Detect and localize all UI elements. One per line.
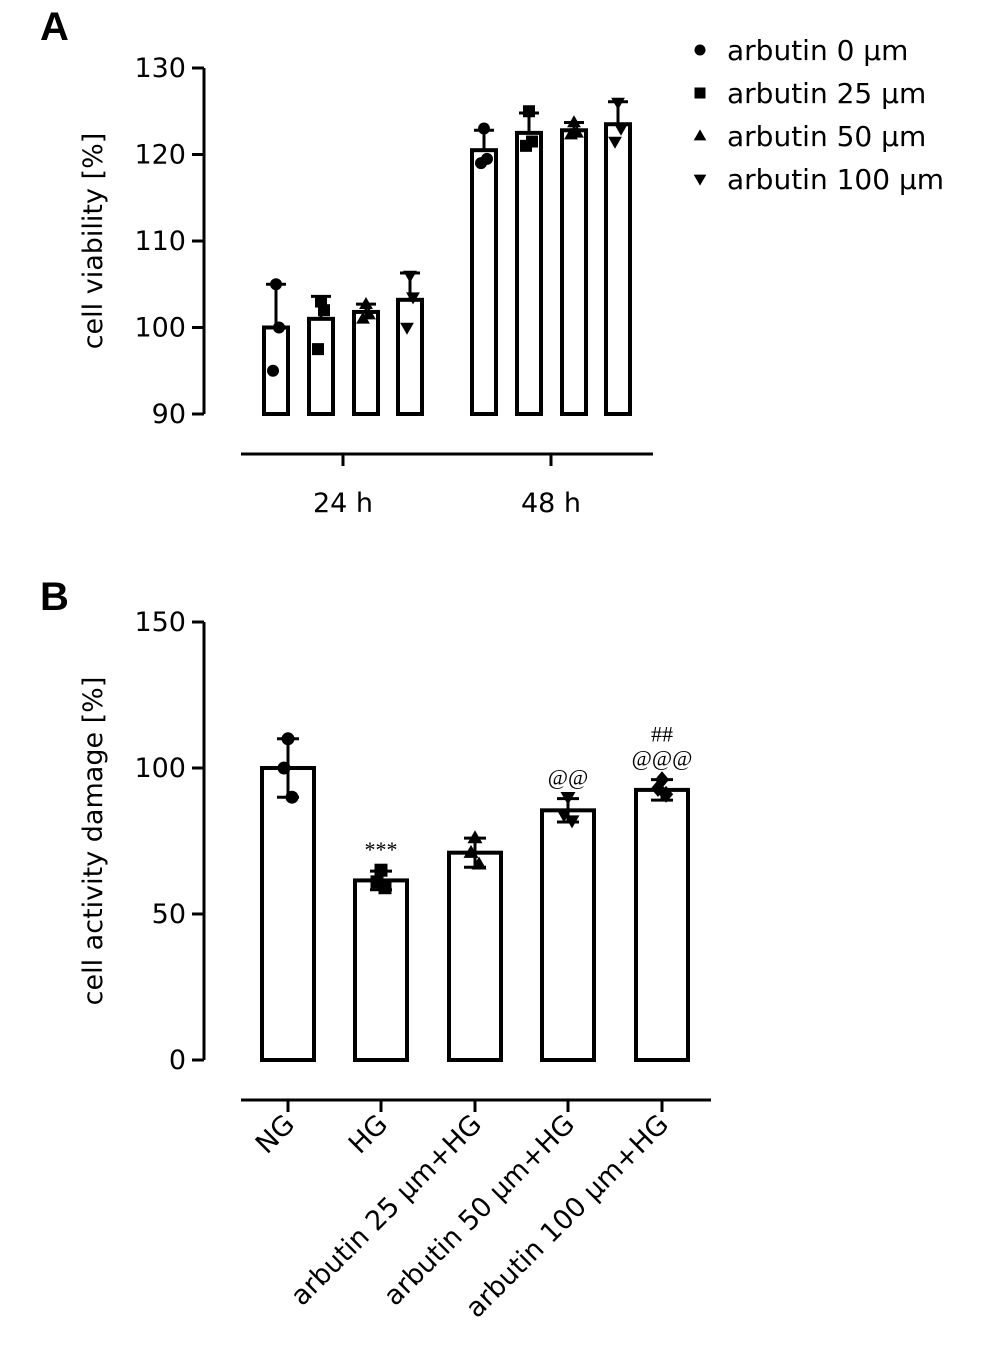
data-point [273,321,285,334]
data-point [467,830,483,844]
y-axis-title: cell viability [%] [78,133,109,350]
data-point [654,771,670,789]
data-point [523,105,535,118]
data-point [650,779,666,797]
data-point [475,157,487,170]
data-point [312,343,324,356]
bar [515,130,543,416]
data-point [611,97,625,110]
legend-label: arbutin 100 μm [727,163,944,196]
legend-label: arbutin 25 μm [727,77,926,110]
x-tick-label: 48 h [521,488,581,519]
data-point [270,278,282,291]
y-tick-label: 0 [169,1045,186,1076]
y-tick-label: 120 [134,140,186,171]
data-point [478,122,490,135]
data-point [318,304,330,317]
y-tick-label: 110 [134,226,186,257]
panel-b-letter: B [40,575,69,619]
legend-marker [693,129,707,141]
data-point [406,292,420,305]
bar [353,878,409,1062]
legend-marker [693,174,707,186]
data-point [356,311,370,324]
data-point [520,139,532,152]
legend-marker [694,87,706,99]
x-tick-label: NG [250,1109,301,1160]
x-tick-label: 24 h [313,488,373,519]
y-tick-label: 50 [152,899,186,930]
data-point [560,792,576,805]
x-tick-label: HG [343,1109,394,1160]
bar [260,766,316,1062]
data-point [400,322,414,335]
data-point [614,123,628,136]
data-point [374,863,388,877]
data-point [463,844,479,858]
data-point [277,761,291,775]
data-point [567,115,581,128]
bar [540,808,596,1063]
bar [396,297,424,417]
panel-a-letter: A [40,5,69,49]
bar [560,128,588,416]
data-point [471,856,487,870]
data-point [285,790,299,804]
legend-label: arbutin 50 μm [727,120,926,153]
y-tick-label: 100 [134,313,186,344]
bar [634,787,690,1063]
data-point [556,809,572,823]
bar [470,148,498,417]
legend-label: arbutin 0 μm [727,34,908,67]
data-point [281,732,295,746]
chart-panel-a: 90 100 110 120 130 cell viability [%] 24 h 48 h… [78,34,944,519]
y-tick-label: 130 [134,53,186,84]
bar [447,850,503,1062]
data-point [608,136,622,149]
legend-marker [694,44,706,56]
data-point [359,296,373,309]
bar [307,316,335,417]
data-point [564,127,578,140]
significance-label: @@ [548,765,589,790]
y-axis-title: cell activity damage [%] [78,677,109,1006]
bar [604,122,632,416]
y-tick-label: 100 [134,753,186,784]
significance-label: ## [651,722,673,747]
data-point [564,815,580,829]
bar [352,309,380,416]
significance-label: *** [365,837,398,862]
data-point [658,785,674,803]
y-tick-label: 90 [152,399,186,430]
significance-label: @@@ [632,746,693,771]
data-point [403,270,417,283]
data-point [267,364,279,377]
data-point [378,881,392,895]
y-tick-label: 150 [134,607,186,638]
